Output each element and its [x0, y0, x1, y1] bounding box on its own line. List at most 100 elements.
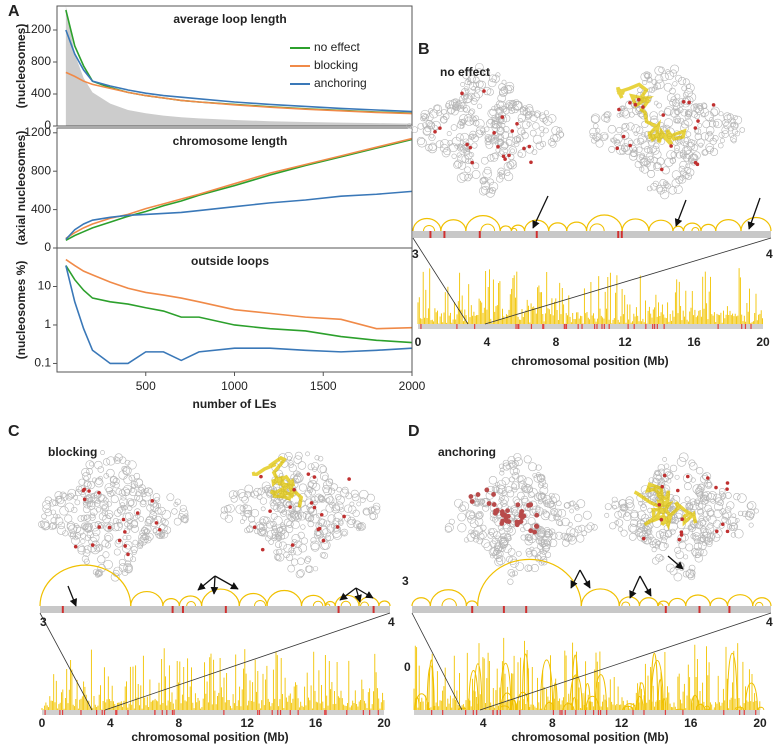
subplot-title: outside loops	[191, 254, 269, 268]
illustration	[38, 62, 772, 715]
bead	[42, 504, 51, 514]
bead	[270, 520, 277, 528]
bead	[502, 462, 511, 471]
x-axis-label: chromosomal position (Mb)	[511, 730, 668, 744]
anchor	[661, 113, 666, 117]
bead	[244, 527, 251, 534]
loop-signal	[417, 268, 763, 329]
bead	[495, 133, 505, 142]
bead	[747, 501, 757, 511]
bead	[488, 74, 497, 83]
loop-arc	[584, 683, 591, 711]
bead	[525, 104, 534, 113]
bead	[453, 104, 459, 111]
bead	[479, 498, 485, 505]
bead	[697, 123, 703, 128]
anchor	[681, 99, 686, 104]
bead	[538, 478, 547, 486]
anchor-mark	[664, 606, 667, 613]
bead	[680, 120, 690, 129]
x-tick-label: 0	[415, 335, 422, 349]
bead	[548, 528, 556, 535]
bead	[657, 186, 665, 195]
bead	[471, 86, 477, 92]
x-tick-label: 8	[175, 716, 182, 730]
anchor	[693, 126, 698, 130]
anchor	[501, 154, 506, 159]
bead	[157, 506, 166, 516]
bead	[673, 118, 679, 124]
bead	[729, 132, 735, 138]
bead	[651, 86, 657, 92]
bead	[624, 511, 630, 517]
bead	[51, 524, 58, 530]
anchor	[117, 538, 122, 543]
bead	[261, 481, 271, 491]
bead	[103, 532, 114, 542]
bead	[126, 498, 135, 507]
bead	[663, 82, 673, 92]
y-axis-label: (nucleosomes %)	[14, 261, 28, 360]
bead	[693, 534, 700, 541]
bead	[604, 512, 610, 518]
bead	[456, 121, 465, 129]
bead	[547, 114, 557, 123]
bead	[130, 519, 139, 528]
bead	[82, 549, 91, 557]
anchor-mark	[116, 710, 118, 715]
bead	[709, 147, 719, 157]
bead	[494, 557, 504, 567]
bead	[346, 519, 356, 528]
bead	[297, 531, 305, 539]
legend-label: no effect	[314, 40, 360, 54]
bead	[648, 477, 655, 483]
bead	[477, 511, 483, 517]
bead	[695, 521, 704, 530]
zoom-line	[484, 237, 772, 325]
bead	[680, 169, 687, 176]
bead	[238, 492, 248, 502]
bead	[249, 491, 255, 497]
bead	[145, 532, 154, 541]
bead	[486, 88, 494, 96]
bead	[467, 92, 475, 100]
bead	[476, 537, 484, 545]
bead	[100, 450, 105, 455]
anchor	[617, 107, 621, 112]
bead	[498, 150, 505, 157]
loop-arc	[340, 600, 352, 607]
anchor	[621, 134, 626, 139]
bead	[669, 69, 677, 77]
bead	[441, 109, 447, 115]
bead	[297, 461, 307, 470]
bead	[422, 122, 428, 128]
loop-arc	[178, 595, 203, 607]
loop-arc	[334, 594, 360, 607]
bead	[640, 504, 648, 512]
bead	[505, 139, 513, 146]
bead	[702, 120, 711, 129]
bead	[369, 511, 378, 520]
bead	[458, 144, 465, 151]
anchor-mark	[171, 710, 174, 715]
structure	[589, 64, 746, 200]
loop-arc	[510, 227, 518, 232]
bead	[535, 531, 545, 540]
bead	[83, 545, 92, 554]
bead	[138, 484, 146, 492]
bead	[294, 506, 301, 513]
anchor	[468, 494, 474, 499]
bead	[659, 555, 665, 561]
bead	[230, 495, 238, 503]
bead	[281, 509, 288, 515]
bead	[166, 493, 175, 502]
bead	[683, 554, 689, 560]
bead	[125, 512, 134, 521]
x-tick-label: 12	[241, 716, 255, 730]
arrow	[67, 585, 78, 607]
loop-arc	[755, 601, 764, 607]
bead	[472, 162, 480, 170]
anchor-mark	[564, 324, 566, 329]
bead	[74, 489, 82, 497]
bead	[684, 496, 691, 503]
